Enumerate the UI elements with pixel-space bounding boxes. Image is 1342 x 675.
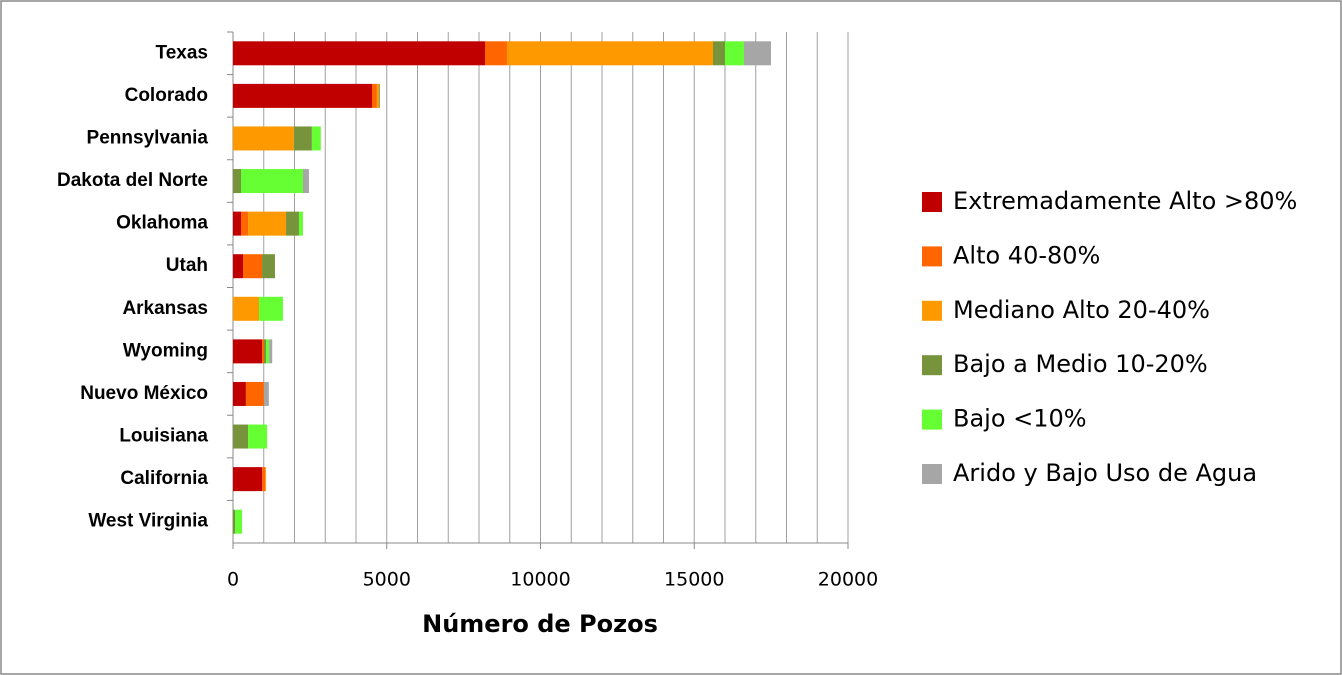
legend-label: Mediano Alto 20-40% <box>953 296 1210 324</box>
y-tick-label: Pennsylvania <box>87 127 209 148</box>
y-tick-label: Oklahoma <box>116 213 208 234</box>
legend-label: Alto 40-80% <box>953 241 1100 269</box>
bar-segment <box>233 467 263 492</box>
bar-segment <box>302 169 309 194</box>
legend-swatch <box>922 464 942 484</box>
bar-segment <box>506 41 714 66</box>
bar-segment <box>245 381 264 406</box>
y-tick-label: Texas <box>156 42 208 63</box>
bar-segment <box>744 41 772 66</box>
bar-segment <box>298 211 303 236</box>
bar-segment <box>233 211 241 236</box>
y-tick-label: Colorado <box>125 85 208 106</box>
y-tick-label: Nuevo México <box>80 383 208 404</box>
legend-swatch <box>922 300 942 321</box>
bar-segment <box>240 169 303 194</box>
bar-segment <box>262 467 266 492</box>
bar-segment <box>233 126 294 151</box>
bar-segment <box>233 254 243 279</box>
bar-segment <box>233 296 259 321</box>
bar-segment <box>233 381 246 406</box>
legend-label: Bajo <10% <box>953 405 1087 433</box>
bar-segment <box>311 126 321 151</box>
y-tick-label: Arkansas <box>122 298 208 319</box>
bar-segment <box>233 509 235 534</box>
y-tick-label: Wyoming <box>123 340 208 361</box>
bar-segment <box>376 83 379 108</box>
y-tick-label: California <box>120 468 208 489</box>
legend-swatch <box>922 355 942 376</box>
bar-segment <box>266 339 270 364</box>
bar-segment <box>234 509 243 534</box>
bar-segment <box>265 467 267 492</box>
y-tick-label: West Virginia <box>88 511 208 532</box>
bar-segment <box>233 339 263 364</box>
bar-segment <box>233 41 485 66</box>
bar-segment <box>233 169 241 194</box>
bar-segment <box>263 381 269 406</box>
y-tick-label: Louisiana <box>119 426 208 447</box>
y-tick-label: Dakota del Norte <box>57 170 208 191</box>
bar-segment <box>248 424 268 449</box>
bar-segment <box>248 211 287 236</box>
bar-segment <box>233 83 372 108</box>
bar-segment <box>264 339 267 364</box>
legend-swatch <box>922 246 942 267</box>
legend-swatch <box>922 192 942 212</box>
bar-segment <box>725 41 745 66</box>
x-axis-title: Número de Pozos <box>422 610 658 638</box>
legend-label: Bajo a Medio 10-20% <box>953 350 1208 378</box>
legend-label: Extremadamente Alto >80% <box>953 187 1297 215</box>
bar-segment <box>262 339 265 364</box>
bar-segment <box>242 254 263 279</box>
x-tick-label: 0 <box>227 569 239 591</box>
bar-segment <box>293 126 312 151</box>
bar-segment <box>713 41 725 66</box>
legend-swatch <box>922 409 942 430</box>
x-tick-label: 5000 <box>363 569 411 591</box>
bar-segment <box>371 83 377 108</box>
bar-segment <box>269 339 273 364</box>
bar-segment <box>484 41 507 66</box>
bar-segment <box>262 254 275 279</box>
y-tick-label: Utah <box>166 255 208 276</box>
x-tick-label: 10000 <box>510 569 570 591</box>
bar-segment <box>286 211 299 236</box>
x-tick-label: 15000 <box>664 569 724 591</box>
bar-segment <box>258 296 283 321</box>
bar-segment <box>378 83 380 108</box>
bar-segment <box>233 424 249 449</box>
bar-segment <box>240 211 249 236</box>
legend-label: Arido y Bajo Uso de Agua <box>953 459 1257 487</box>
x-tick-label: 20000 <box>818 569 878 591</box>
